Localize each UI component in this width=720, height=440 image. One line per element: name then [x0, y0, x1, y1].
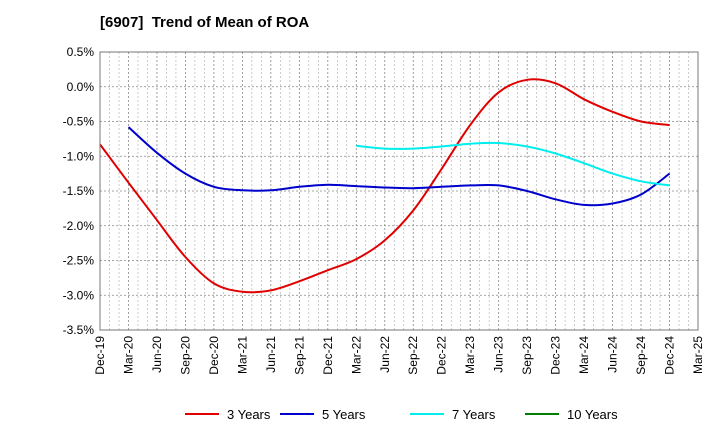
axes	[99, 51, 699, 331]
x-tick-label: Mar-23	[463, 336, 477, 374]
x-tick-label: Mar-20	[121, 336, 135, 374]
legend-label-1: 3 Years	[227, 407, 271, 422]
series-lines	[99, 78, 671, 294]
x-tick-label: Dec-21	[321, 336, 335, 375]
x-tick-label: Sep-22	[406, 336, 420, 375]
y-tick-label: -2.0%	[63, 219, 95, 233]
legend-label-4: 10 Years	[567, 407, 618, 422]
y-tick-label: -2.5%	[63, 254, 95, 268]
x-tick-label: Jun-22	[378, 336, 392, 373]
chart-title: [6907] Trend of Mean of ROA	[100, 14, 310, 31]
y-tick-label: -3.5%	[63, 323, 95, 337]
x-tick-label: Mar-24	[577, 336, 591, 374]
x-tick-label: Mar-21	[235, 336, 249, 374]
x-tick-label: Mar-25	[691, 336, 705, 374]
x-tick-label: Jun-20	[150, 336, 164, 373]
y-tick-label: -1.5%	[63, 184, 95, 198]
series-line-3	[356, 141, 670, 187]
y-tick-label: -1.0%	[63, 149, 95, 163]
plot-frame	[99, 51, 699, 331]
x-tick-label: Jun-23	[492, 336, 506, 373]
legend-label-2: 5 Years	[322, 407, 366, 422]
x-tick-label: Sep-20	[178, 336, 192, 375]
x-tick-label: Sep-23	[520, 336, 534, 375]
y-tick-label: -0.5%	[63, 115, 95, 129]
y-tick-label: 0.0%	[67, 80, 95, 94]
x-tick-label: Jun-24	[606, 336, 620, 373]
x-tick-label: Jun-21	[264, 336, 278, 373]
x-tick-label: Dec-20	[207, 336, 221, 375]
x-tick-labels: Dec-19 Mar-20 Jun-20 Sep-20 Dec-20 Mar-21 Jun-…	[93, 336, 705, 375]
y-tick-label: -3.0%	[63, 288, 95, 302]
x-tick-label: Sep-21	[292, 336, 306, 375]
legend-label-3: 7 Years	[452, 407, 496, 422]
x-tick-label: Dec-22	[435, 336, 449, 375]
y-tick-label: 0.5%	[67, 45, 95, 59]
grid	[99, 51, 699, 331]
x-tick-label: Dec-24	[663, 336, 677, 375]
x-tick-label: Dec-19	[93, 336, 107, 375]
x-tick-label: Dec-23	[549, 336, 563, 375]
x-tick-label: Mar-22	[349, 336, 363, 374]
series-line-2	[127, 126, 671, 207]
y-tick-labels: 0.5% 0.0% -0.5% -1.0% -1.5% -2.0% -2.5% -3.0% -3…	[63, 45, 95, 337]
series-line-1	[99, 78, 670, 294]
legend: 3 Years 5 Years 7 Years 10 Years	[185, 407, 618, 422]
x-tick-label: Sep-24	[634, 336, 648, 375]
